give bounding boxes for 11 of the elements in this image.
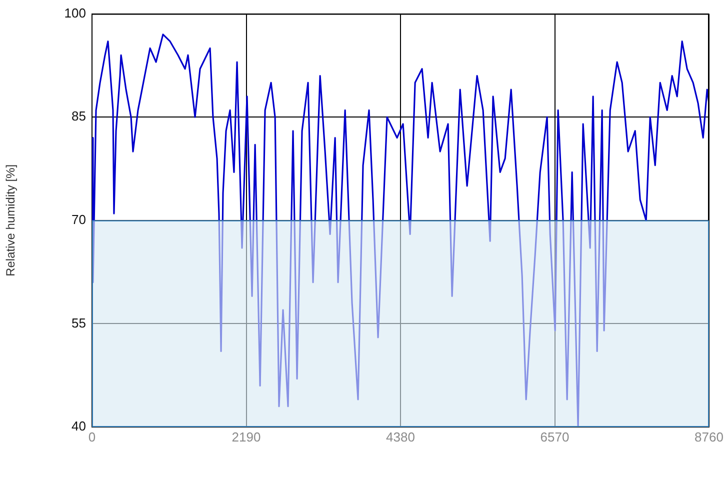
y-tick-label: 85 — [72, 108, 86, 124]
y-tick-label: 70 — [72, 212, 86, 227]
x-tick-label: 0 — [88, 429, 96, 444]
x-tick-label: 2190 — [232, 429, 261, 444]
y-tick-label: 40 — [72, 418, 86, 434]
y-tick-label: 55 — [72, 315, 86, 330]
y-axis-title: Relative humidity [%] — [4, 164, 18, 276]
x-tick-label: 6570 — [540, 429, 570, 444]
x-tick-label: 4380 — [386, 429, 415, 444]
x-tick-label: 8760 — [694, 429, 724, 444]
y-tick-label: 100 — [64, 5, 86, 20]
